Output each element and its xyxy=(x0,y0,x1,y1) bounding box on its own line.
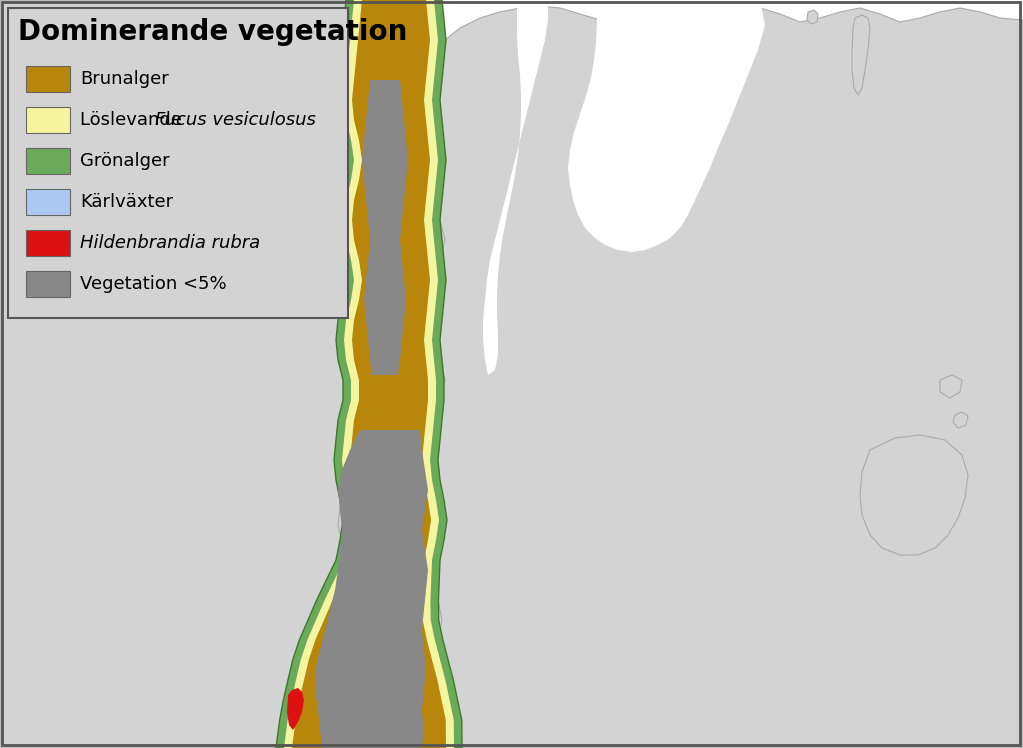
FancyBboxPatch shape xyxy=(26,230,70,256)
Polygon shape xyxy=(292,0,446,748)
Polygon shape xyxy=(276,0,462,748)
Polygon shape xyxy=(852,15,870,95)
Polygon shape xyxy=(807,10,818,24)
FancyBboxPatch shape xyxy=(26,66,70,92)
FancyBboxPatch shape xyxy=(26,271,70,297)
Polygon shape xyxy=(483,0,548,375)
Text: Fucus vesiculosus: Fucus vesiculosus xyxy=(154,111,316,129)
Text: Grönalger: Grönalger xyxy=(80,152,170,170)
Text: Dominerande vegetation: Dominerande vegetation xyxy=(18,18,407,46)
FancyBboxPatch shape xyxy=(26,148,70,174)
Text: Hildenbrandia rubra: Hildenbrandia rubra xyxy=(80,234,260,252)
FancyBboxPatch shape xyxy=(26,189,70,215)
Text: Brunalger: Brunalger xyxy=(80,70,169,88)
Text: Kärlväxter: Kärlväxter xyxy=(80,193,173,211)
Polygon shape xyxy=(287,688,304,730)
Polygon shape xyxy=(860,435,968,555)
Polygon shape xyxy=(355,0,1023,75)
Polygon shape xyxy=(284,0,454,748)
FancyBboxPatch shape xyxy=(8,8,348,318)
Polygon shape xyxy=(362,80,408,375)
Polygon shape xyxy=(568,0,765,252)
Polygon shape xyxy=(953,412,968,428)
Text: Löslevande: Löslevande xyxy=(80,111,187,129)
Polygon shape xyxy=(940,375,962,398)
Polygon shape xyxy=(430,0,535,100)
FancyBboxPatch shape xyxy=(26,107,70,133)
Polygon shape xyxy=(315,430,428,748)
Text: Vegetation <5%: Vegetation <5% xyxy=(80,275,227,293)
